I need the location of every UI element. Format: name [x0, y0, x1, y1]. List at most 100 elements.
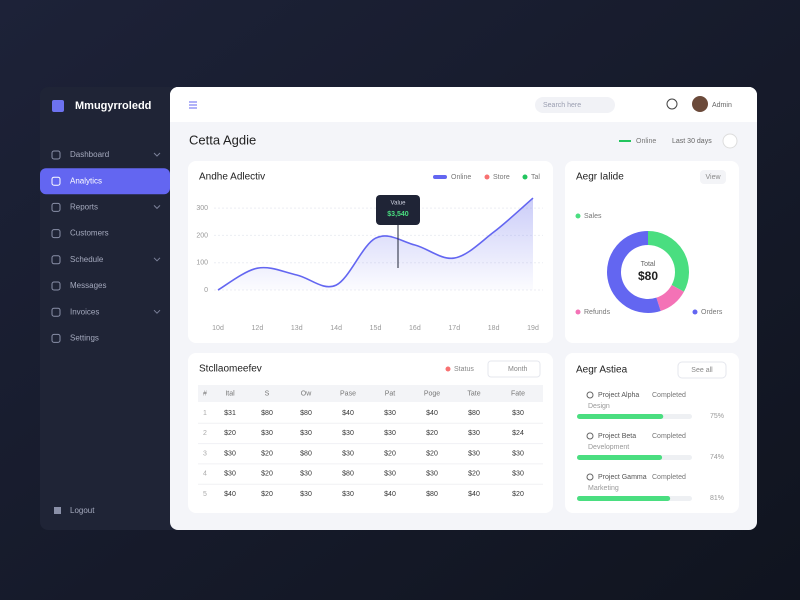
menu-item[interactable]: Schedule	[70, 255, 104, 264]
table-cell: $30	[342, 430, 354, 437]
item-icon	[586, 391, 594, 399]
legend-dot	[575, 309, 581, 315]
table-cell: $20	[512, 491, 524, 498]
donut-card	[565, 161, 739, 343]
table-cell: $30	[468, 450, 480, 457]
chevron	[153, 309, 161, 314]
x-tick-label: 14d	[330, 325, 342, 332]
table-cell: $80	[300, 410, 312, 417]
notification-icon	[666, 98, 678, 110]
card-button-label[interactable]: See all	[691, 367, 713, 374]
table-cell: 3	[203, 450, 207, 457]
donut-segment	[655, 284, 684, 311]
filter-dot	[445, 366, 451, 372]
menu-item[interactable]: Messages	[70, 281, 106, 290]
table-cell: $40	[384, 491, 396, 498]
menu-active	[40, 168, 170, 195]
logo-icon	[52, 100, 64, 112]
card-title: Stcllaomeefev	[199, 364, 262, 375]
card-title: Aegr Ialide	[576, 172, 624, 183]
legend-label: Online	[451, 174, 471, 181]
column-header: Poge	[424, 390, 440, 397]
menu-item[interactable]: Settings	[70, 334, 99, 343]
legend-label: Refunds	[584, 309, 611, 316]
menu-icon	[51, 255, 61, 265]
table-cell: $20	[426, 450, 438, 457]
filter[interactable]: Status	[454, 366, 474, 373]
search-input[interactable]: Search here	[543, 102, 581, 109]
sidebar-footer[interactable]: Logout	[70, 506, 95, 515]
menu-icon	[51, 176, 61, 186]
menu-item[interactable]: Dashboard	[70, 150, 109, 159]
date-range[interactable]: Last 30 days	[672, 138, 712, 145]
filter[interactable]: Month	[508, 366, 528, 373]
progress-label: 74%	[710, 454, 724, 461]
legend-swatch	[522, 174, 528, 180]
donut-segment	[647, 231, 689, 292]
item-sub: Development	[588, 444, 629, 451]
legend-label: Store	[493, 174, 510, 181]
tooltip-value: $3,540	[387, 211, 409, 218]
menu-item[interactable]: Customers	[70, 229, 109, 238]
filter-box	[487, 360, 541, 378]
menu-item[interactable]: Reports	[70, 203, 98, 212]
y-tick-label: 300	[196, 205, 208, 212]
x-tick-label: 10d	[212, 325, 224, 332]
menu-item[interactable]: Invoices	[70, 307, 99, 316]
y-tick-label: 100	[196, 260, 208, 267]
legend-dot	[692, 309, 698, 315]
y-tick-label: 200	[196, 232, 208, 239]
table-cell: $30	[224, 450, 236, 457]
x-tick-label: 16d	[409, 325, 421, 332]
table-cell: $30	[384, 430, 396, 437]
card-button	[700, 170, 726, 184]
column-header: Fate	[511, 390, 525, 397]
table-cell: $80	[261, 410, 273, 417]
card-button-label[interactable]: View	[705, 174, 721, 181]
item-icon	[586, 473, 594, 481]
table-cell: 5	[203, 491, 207, 498]
table-cell: $30	[342, 450, 354, 457]
legend-swatch	[433, 175, 447, 179]
x-tick-label: 19d	[527, 325, 539, 332]
chevron	[153, 257, 161, 262]
card-title: Aegr Astiea	[576, 365, 628, 376]
card-title: Andhe Adlectiv	[199, 172, 265, 183]
table-cell: $20	[261, 450, 273, 457]
x-tick-label: 17d	[448, 325, 460, 332]
table-cell: $20	[426, 430, 438, 437]
table-cell: 1	[203, 410, 207, 417]
item-status: Completed	[652, 392, 686, 399]
header-legend: Online	[636, 138, 656, 145]
table-cell: $30	[224, 471, 236, 478]
user-name[interactable]: Admin	[712, 102, 732, 109]
table-cell: $20	[224, 430, 236, 437]
table-cell: $30	[468, 430, 480, 437]
item-label: Project Beta	[598, 433, 636, 440]
menu-icon	[51, 333, 61, 343]
menu-icon	[51, 307, 61, 317]
menu-icon	[51, 202, 61, 212]
sidebar	[40, 87, 180, 530]
progress-bar	[577, 455, 663, 460]
table-cell: $30	[300, 430, 312, 437]
card-button	[677, 361, 727, 379]
menu-item[interactable]: Analytics	[70, 176, 102, 185]
y-tick-label: 0	[204, 287, 208, 294]
table-cell: 4	[203, 471, 207, 478]
tooltip	[376, 195, 420, 225]
column-header: Tate	[467, 390, 480, 397]
top-bar	[170, 87, 757, 122]
menu-icon	[51, 150, 61, 160]
table-cell: $80	[300, 450, 312, 457]
table-cell: $20	[261, 491, 273, 498]
table-cell: $30	[300, 491, 312, 498]
column-header: Ow	[301, 390, 312, 397]
legend-label: Orders	[701, 309, 723, 316]
table-cell: $80	[426, 491, 438, 498]
donut-center-label: Total	[641, 261, 656, 268]
item-sub: Marketing	[588, 485, 619, 492]
menu-icon	[51, 229, 61, 239]
column-header: Pat	[385, 390, 396, 397]
